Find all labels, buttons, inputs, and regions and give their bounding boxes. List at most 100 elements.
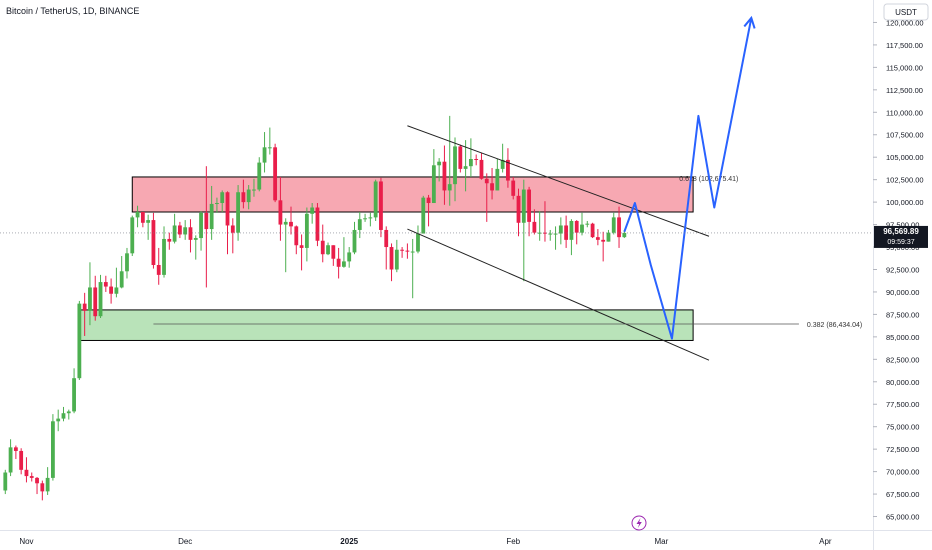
candle-body[interactable] — [384, 229, 389, 248]
candle-body[interactable] — [188, 227, 193, 240]
candle-body[interactable] — [88, 287, 92, 311]
candle-body[interactable] — [521, 189, 526, 223]
candle-body[interactable] — [527, 189, 531, 222]
support-zone[interactable] — [78, 309, 694, 341]
candle-body[interactable] — [98, 282, 103, 317]
candle-body[interactable] — [177, 225, 182, 235]
candle-body[interactable] — [543, 232, 547, 234]
candle-body[interactable] — [109, 286, 114, 294]
candle-body[interactable] — [299, 245, 304, 248]
candle-body[interactable] — [458, 146, 463, 169]
currency-button[interactable] — [883, 3, 929, 21]
candle-body[interactable] — [204, 212, 209, 230]
candle-body[interactable] — [453, 146, 457, 185]
candle-body[interactable] — [19, 450, 24, 470]
candle-body[interactable] — [193, 238, 198, 240]
candle-body[interactable] — [363, 218, 367, 220]
candle-body[interactable] — [421, 197, 426, 234]
drawings[interactable]: 0.382 (86,434.04)0.618 (102,675.41) — [153, 15, 862, 361]
projection-path[interactable] — [623, 17, 753, 340]
candle-body[interactable] — [151, 220, 156, 265]
candle-body[interactable] — [61, 413, 66, 419]
candle-body[interactable] — [72, 378, 76, 412]
candle-body[interactable] — [167, 238, 172, 242]
candle-body[interactable] — [622, 232, 627, 238]
candle-body[interactable] — [463, 166, 468, 169]
candle-body[interactable] — [511, 180, 516, 196]
candle-body[interactable] — [553, 233, 558, 235]
candle-body[interactable] — [474, 159, 479, 160]
candle-body[interactable] — [601, 239, 606, 242]
candle-body[interactable] — [13, 447, 18, 451]
candle-body[interactable] — [304, 213, 309, 248]
candle-body[interactable] — [220, 192, 225, 204]
candle-body[interactable] — [495, 168, 500, 191]
candle-body[interactable] — [574, 220, 579, 233]
candle-body[interactable] — [236, 192, 240, 233]
candle-body[interactable] — [114, 287, 119, 294]
candle-body[interactable] — [326, 245, 330, 255]
candle-body[interactable] — [156, 265, 161, 275]
candle-body[interactable] — [172, 225, 177, 242]
candle-body[interactable] — [569, 220, 574, 240]
candle-body[interactable] — [40, 483, 45, 492]
candle-body[interactable] — [35, 477, 39, 484]
candle-body[interactable] — [357, 219, 362, 230]
candle-body[interactable] — [24, 469, 29, 477]
candle-body[interactable] — [580, 224, 584, 233]
candle-body[interactable] — [564, 225, 569, 240]
candle-body[interactable] — [146, 220, 151, 223]
candle-body[interactable] — [342, 261, 346, 267]
candle-body[interactable] — [209, 203, 214, 230]
candle-body[interactable] — [410, 251, 415, 253]
candle-body[interactable] — [431, 165, 436, 204]
candle-body[interactable] — [315, 207, 320, 241]
candle-body[interactable] — [283, 221, 288, 225]
candle-body[interactable] — [379, 181, 383, 230]
candle-body[interactable] — [140, 212, 145, 223]
candle-body[interactable] — [29, 476, 34, 478]
resistance-zone[interactable] — [131, 176, 694, 213]
candle-body[interactable] — [479, 159, 484, 179]
candle-body[interactable] — [310, 207, 315, 214]
candle-body[interactable] — [51, 421, 55, 478]
candle-body[interactable] — [394, 249, 399, 270]
candle-body[interactable] — [77, 303, 82, 379]
candle-body[interactable] — [273, 147, 278, 201]
candle-body[interactable] — [617, 217, 621, 238]
candle-body[interactable] — [241, 192, 246, 203]
candle-body[interactable] — [56, 418, 61, 422]
candle-body[interactable] — [373, 181, 378, 218]
price-axis[interactable]: 65,000.00 67,500.00 70,000.00 72,500.00 75,0… — [873, 18, 924, 522]
candle-body[interactable] — [66, 411, 71, 414]
candle-body[interactable] — [257, 162, 262, 190]
candle-body[interactable] — [611, 217, 616, 233]
candle-body[interactable] — [336, 258, 341, 267]
candle-body[interactable] — [252, 189, 256, 191]
candle-body[interactable] — [103, 282, 108, 287]
candle-body[interactable] — [490, 183, 494, 191]
candle-body[interactable] — [289, 221, 293, 227]
candle-body[interactable] — [225, 192, 230, 226]
candle-body[interactable] — [331, 245, 336, 259]
candle-body[interactable] — [230, 225, 235, 233]
candle-body[interactable] — [278, 200, 283, 225]
candle-body[interactable] — [426, 197, 431, 204]
candle-body[interactable] — [162, 238, 166, 275]
channel-upper-line[interactable] — [407, 125, 710, 237]
candle-body[interactable] — [199, 212, 203, 239]
candle-body[interactable] — [405, 250, 410, 252]
candle-body[interactable] — [500, 159, 505, 169]
candle-body[interactable] — [468, 159, 473, 167]
candle-body[interactable] — [606, 232, 611, 242]
candle-body[interactable] — [416, 233, 420, 252]
candle-body[interactable] — [125, 253, 129, 272]
candle-body[interactable] — [320, 240, 325, 255]
candle-body[interactable] — [352, 229, 357, 253]
candle-body[interactable] — [3, 472, 8, 491]
candle-body[interactable] — [368, 217, 373, 219]
candle-body[interactable] — [8, 447, 13, 473]
candle-body[interactable] — [135, 212, 140, 218]
candle-body[interactable] — [183, 227, 188, 235]
